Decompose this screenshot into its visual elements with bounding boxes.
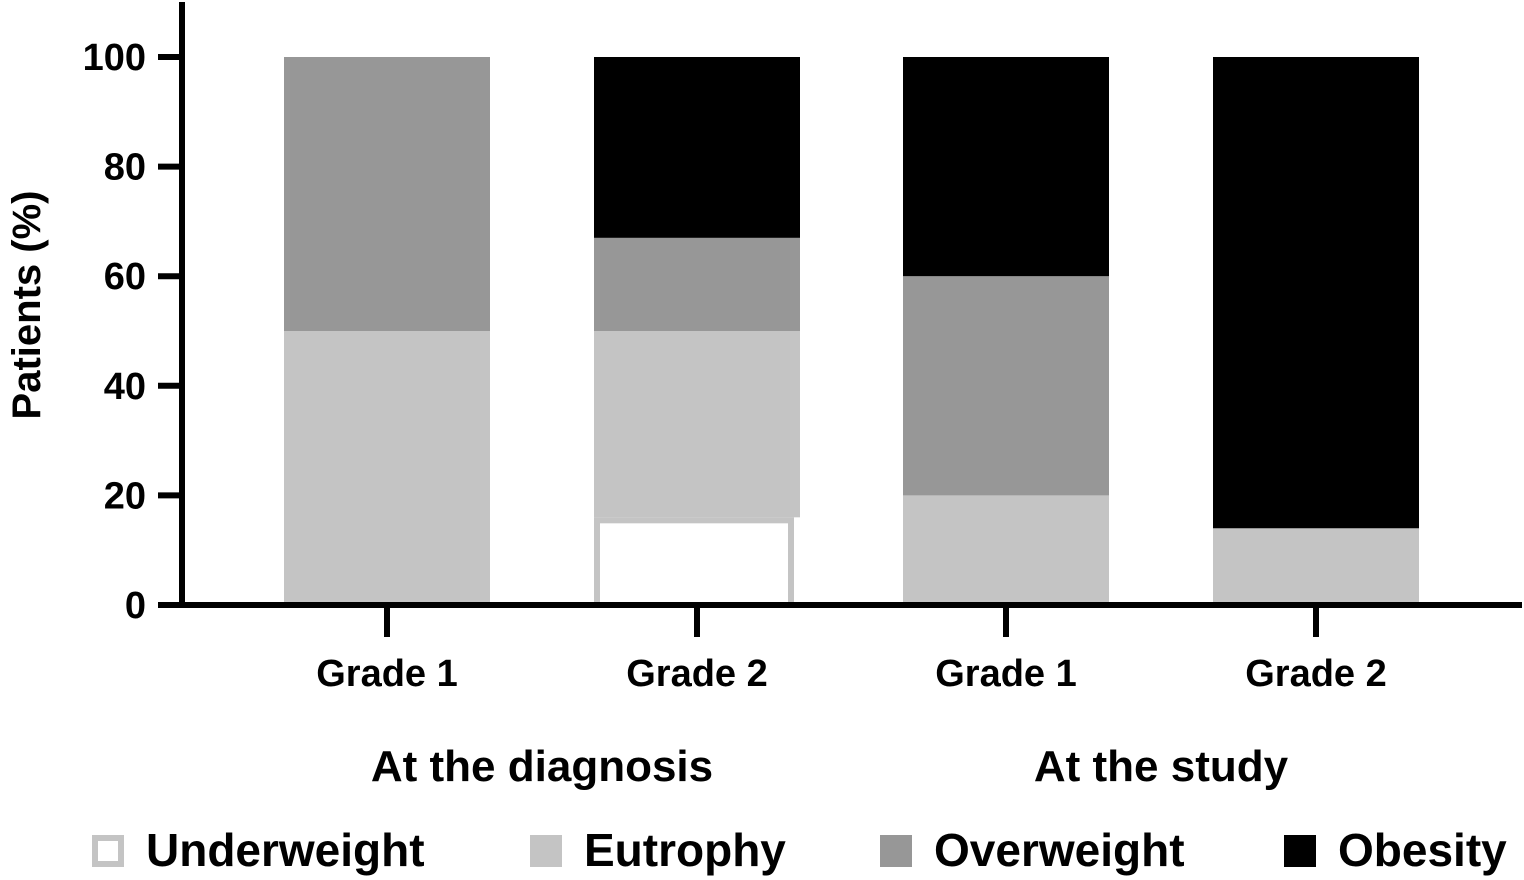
y-axis-title: Patients (%) — [5, 191, 49, 420]
x-tick-label-3: Grade 1 — [935, 653, 1077, 695]
bar-segment-eutrophy-1 — [284, 331, 490, 605]
bar-segment-overweight-1 — [284, 57, 490, 331]
bar-segment-obesity-3 — [903, 57, 1109, 277]
x-tick-label-2: Grade 2 — [626, 653, 768, 695]
bar-segment-underweight-2 — [594, 517, 794, 609]
legend-swatch-underweight — [92, 835, 124, 867]
bar-segment-obesity-2 — [594, 57, 800, 238]
legend-swatch-eutrophy — [530, 835, 562, 867]
x-tick-label-4: Grade 2 — [1245, 653, 1387, 695]
bar-segment-obesity-4 — [1213, 57, 1419, 529]
x-tick-label-1: Grade 1 — [316, 653, 458, 695]
y-tick-label-80: 80 — [104, 147, 146, 189]
legend-label-eutrophy: Eutrophy — [584, 824, 786, 876]
bars-layer — [284, 57, 1419, 609]
axes-layer: 0 20 40 60 80 100 — [83, 2, 1522, 637]
y-tick-label-60: 60 — [104, 256, 146, 298]
bar-segment-overweight-3 — [903, 276, 1109, 496]
legend-swatch-overweight — [880, 835, 912, 867]
bar-segment-eutrophy-4 — [1213, 528, 1419, 605]
legend-label-underweight: Underweight — [146, 824, 425, 876]
bar-segment-eutrophy-2 — [594, 331, 800, 518]
y-tick-label-0: 0 — [125, 585, 146, 627]
legend-label-obesity: Obesity — [1338, 824, 1507, 876]
legend-label-overweight: Overweight — [934, 824, 1185, 876]
bar-segment-overweight-2 — [594, 237, 800, 331]
legend-swatch-obesity — [1284, 835, 1316, 867]
legend: Underweight Eutrophy Overweight Obesity — [92, 824, 1507, 876]
bar-segment-eutrophy-3 — [903, 495, 1109, 605]
y-tick-label-20: 20 — [104, 475, 146, 517]
group-labels: At the diagnosis At the study — [371, 742, 1289, 791]
y-tick-label-40: 40 — [104, 366, 146, 408]
group-label-at-the-diagnosis: At the diagnosis — [371, 742, 713, 791]
y-tick-label-100: 100 — [83, 37, 146, 79]
category-labels: Grade 1 Grade 2 Grade 1 Grade 2 — [316, 653, 1387, 695]
group-label-at-the-study: At the study — [1034, 742, 1289, 791]
